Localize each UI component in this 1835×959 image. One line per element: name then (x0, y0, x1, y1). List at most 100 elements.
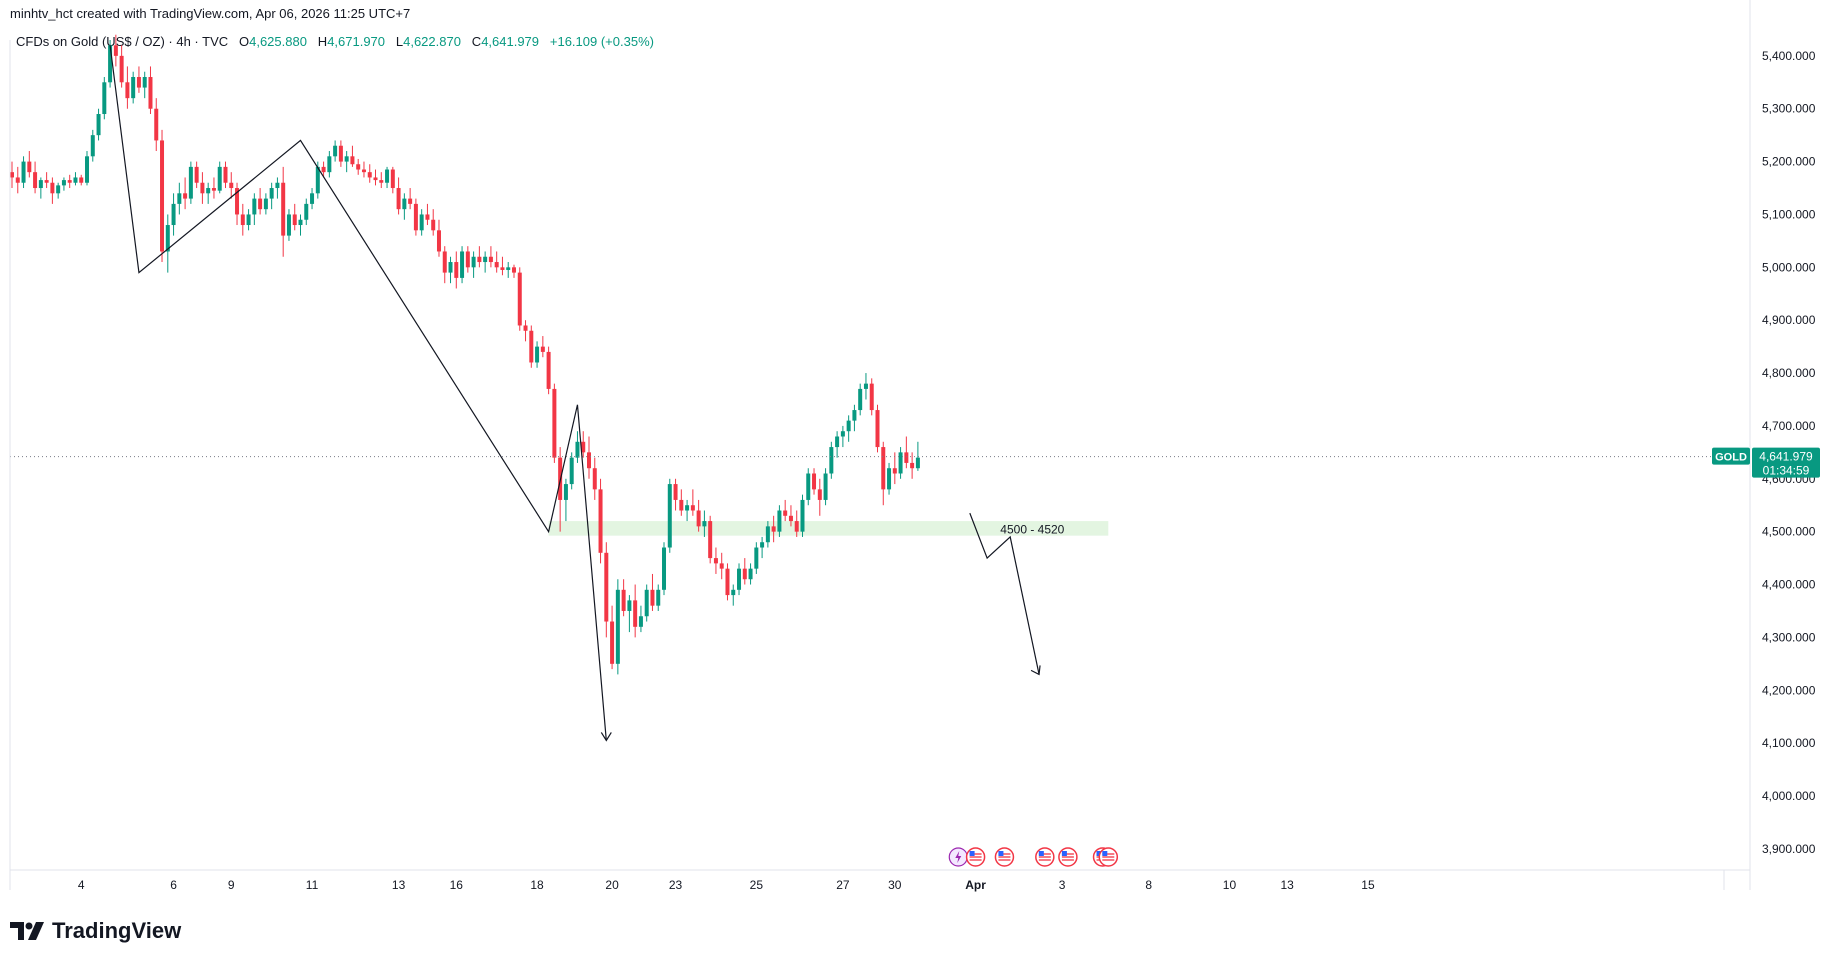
candle (904, 436, 909, 469)
candle (529, 325, 534, 368)
candle (431, 209, 436, 236)
time-tick-label: 8 (1145, 878, 1152, 892)
candle-body (10, 172, 14, 178)
lightning-glyph (955, 851, 962, 863)
candle (575, 431, 580, 463)
candle-body (333, 145, 338, 157)
candle-body (477, 256, 482, 263)
candle (160, 129, 165, 263)
candle-body (431, 219, 436, 231)
candle-body (281, 182, 286, 236)
candle-body (286, 214, 291, 236)
candle (910, 452, 915, 479)
candle (148, 66, 153, 115)
candle-body (910, 462, 915, 469)
candle (696, 499, 701, 532)
candle (471, 251, 476, 278)
candle-body (829, 447, 834, 474)
candle-body (535, 346, 540, 363)
candle-body (206, 188, 211, 194)
candle-body (633, 600, 638, 627)
candle (408, 188, 413, 210)
time-tick-label: 27 (836, 878, 850, 892)
candle (794, 510, 799, 537)
candle-body (540, 346, 545, 352)
candle-body (229, 182, 234, 189)
brand-name: TradingView (52, 918, 182, 943)
candle (413, 198, 418, 236)
candle (38, 177, 43, 199)
candle-body (460, 251, 465, 278)
candle-body (771, 526, 776, 532)
candle-body (183, 193, 188, 199)
candle-body (85, 156, 90, 183)
candle-body (188, 166, 193, 199)
candle (702, 510, 707, 537)
candle (765, 521, 770, 548)
symbol-title[interactable]: CFDs on Gold (US$ / OZ) · 4h · TVC (16, 34, 229, 49)
candle (887, 462, 892, 495)
candle (863, 373, 868, 400)
candle (425, 203, 430, 226)
candle-body (263, 198, 268, 210)
candle (211, 177, 216, 199)
candle (27, 151, 32, 178)
candle-body (436, 230, 441, 252)
candle-body (875, 410, 880, 448)
candle (96, 108, 101, 141)
candle (269, 182, 274, 210)
candle-body (742, 568, 747, 580)
candle-body (748, 568, 753, 580)
price-axis[interactable]: 5,400.000 5,300.000 5,200.000 5,100.000 5,00… (1749, 0, 1816, 890)
tradingview-brand[interactable]: TradingView (10, 918, 181, 944)
candle-body (800, 499, 805, 532)
candle-body (396, 188, 401, 210)
candle (563, 478, 568, 522)
candle-body (50, 182, 55, 194)
candle-body (638, 616, 643, 627)
us-flag-event-icon (965, 847, 986, 867)
candle-body (615, 589, 620, 664)
time-tick-label: 13 (1280, 878, 1294, 892)
candle-body (835, 436, 840, 448)
candle-body (240, 214, 245, 226)
candle-body (200, 182, 205, 194)
candle (823, 468, 828, 506)
candle-body (165, 225, 170, 252)
candle (511, 264, 516, 278)
candle-body (44, 180, 49, 183)
candle-body (708, 521, 713, 559)
candle-body (119, 55, 124, 83)
time-tick-label: 20 (605, 878, 619, 892)
candle-body (881, 447, 886, 490)
candle-body (488, 256, 493, 263)
candle (552, 383, 557, 463)
candle-body (592, 468, 597, 490)
candle-body (235, 188, 240, 215)
candle (679, 489, 684, 516)
candle (194, 161, 199, 189)
time-axis[interactable]: 27Mar469111316182023252730Apr38101315 (0, 40, 1750, 892)
candle (858, 383, 863, 416)
forecast-drawing (969, 512, 1040, 675)
candle (119, 45, 124, 88)
candle-body (21, 161, 26, 183)
candle (673, 478, 678, 511)
candle-body (713, 558, 718, 564)
candle (615, 579, 620, 675)
candle-body (108, 45, 113, 83)
candle-body (102, 82, 107, 115)
symbol-tag-text: GOLD (1715, 452, 1747, 464)
candle (869, 378, 874, 416)
candle-body (788, 515, 793, 522)
candle-body (136, 77, 141, 88)
candle (321, 161, 326, 178)
candle-body (858, 388, 863, 411)
candle (286, 209, 291, 241)
candle (154, 98, 159, 152)
time-tick-label: 10 (1223, 878, 1237, 892)
us-flag-event-icon (1058, 847, 1078, 867)
